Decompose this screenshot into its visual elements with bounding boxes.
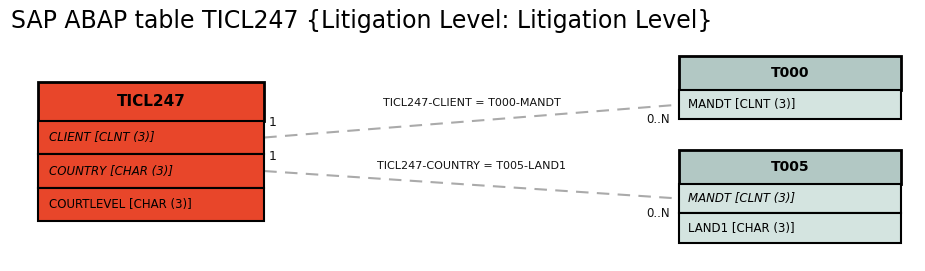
Text: T005: T005 <box>771 160 809 174</box>
FancyBboxPatch shape <box>38 188 265 221</box>
Text: CLIENT [CLNT (3)]: CLIENT [CLNT (3)] <box>49 131 155 144</box>
Text: TICL247-COUNTRY = T005-LAND1: TICL247-COUNTRY = T005-LAND1 <box>377 161 566 171</box>
Text: MANDT [CLNT (3)]: MANDT [CLNT (3)] <box>688 98 796 111</box>
Text: SAP ABAP table TICL247 {Litigation Level: Litigation Level}: SAP ABAP table TICL247 {Litigation Level… <box>10 9 712 33</box>
Text: LAND1 [CHAR (3)]: LAND1 [CHAR (3)] <box>688 221 796 234</box>
Text: T000: T000 <box>771 66 809 80</box>
Text: 1: 1 <box>269 117 277 130</box>
FancyBboxPatch shape <box>38 154 265 188</box>
FancyBboxPatch shape <box>38 82 265 121</box>
Text: COUNTRY [CHAR (3)]: COUNTRY [CHAR (3)] <box>49 164 173 178</box>
FancyBboxPatch shape <box>679 213 901 243</box>
Text: 0..N: 0..N <box>647 113 670 126</box>
FancyBboxPatch shape <box>679 184 901 213</box>
FancyBboxPatch shape <box>679 90 901 120</box>
FancyBboxPatch shape <box>679 56 901 90</box>
Text: 0..N: 0..N <box>647 207 670 220</box>
Text: MANDT [CLNT (3)]: MANDT [CLNT (3)] <box>688 192 796 205</box>
Text: 1: 1 <box>269 150 277 163</box>
Text: TICL247: TICL247 <box>117 94 186 109</box>
Text: TICL247-CLIENT = T000-MANDT: TICL247-CLIENT = T000-MANDT <box>383 98 561 108</box>
Text: COURTLEVEL [CHAR (3)]: COURTLEVEL [CHAR (3)] <box>49 198 192 211</box>
FancyBboxPatch shape <box>38 121 265 154</box>
FancyBboxPatch shape <box>679 150 901 184</box>
